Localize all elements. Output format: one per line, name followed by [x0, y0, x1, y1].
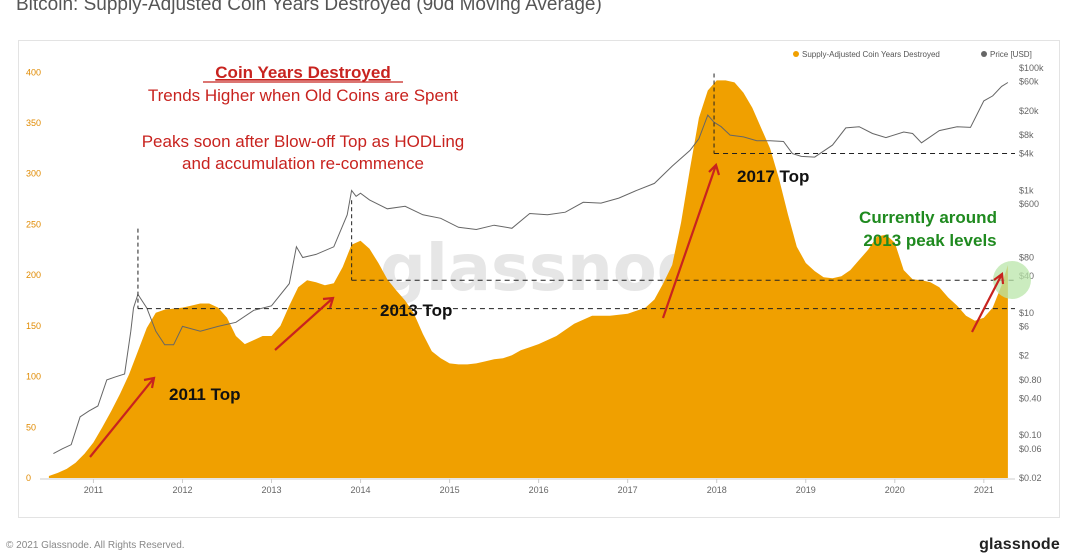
annotation-green-line2: 2013 peak levels	[863, 231, 996, 250]
y-left-tick-label: 0	[26, 473, 31, 483]
label-2011-top: 2011 Top	[169, 385, 241, 404]
legend-label: Price [USD]	[990, 50, 1032, 59]
y-right-tick-label: $1k	[1019, 185, 1034, 195]
y-left-tick-label: 300	[26, 169, 41, 179]
y-right-tick-label: $60k	[1019, 77, 1039, 87]
y-right-tick-label: $0.10	[1019, 430, 1042, 440]
x-tick-label: 2017	[618, 485, 638, 495]
annotation-line1: Trends Higher when Old Coins are Spent	[148, 86, 459, 105]
y-right-tick-label: $6	[1019, 321, 1029, 331]
x-tick-label: 2014	[351, 485, 371, 495]
arrow-2013	[274, 297, 334, 351]
x-tick-label: 2013	[261, 485, 281, 495]
x-tick-label: 2020	[885, 485, 905, 495]
arrow-2021-head	[993, 271, 1005, 285]
y-right-tick-label: $2	[1019, 351, 1029, 361]
cyd-area-layer	[48, 80, 1008, 479]
y-right-tick-label: $0.80	[1019, 375, 1042, 385]
annotation-line3: and accumulation re-commence	[182, 154, 424, 173]
y-right-tick-label: $0.02	[1019, 473, 1042, 483]
copyright: © 2021 Glassnode. All Rights Reserved.	[6, 540, 185, 551]
x-tick-label: 2012	[172, 485, 192, 495]
y-left-tick-label: 400	[26, 67, 41, 77]
annotation-green-line1: Currently around	[859, 208, 997, 227]
x-tick-label: 2018	[707, 485, 727, 495]
y-right-tick-label: $4k	[1019, 149, 1034, 159]
y-left-tick-label: 100	[26, 372, 41, 382]
y-left-tick-label: 250	[26, 219, 41, 229]
x-tick-label: 2011	[84, 485, 103, 495]
annotation-line2: Peaks soon after Blow-off Top as HODLing	[142, 132, 465, 151]
x-tick-label: 2016	[529, 485, 549, 495]
label-2017-top: 2017 Top	[737, 167, 809, 186]
arrows	[89, 162, 1005, 458]
y-left-tick-label: 150	[26, 321, 41, 331]
legend-marker	[793, 51, 799, 57]
chart-frame	[18, 40, 1060, 518]
y-right-tick-label: $100k	[1019, 63, 1044, 73]
y-left-tick-label: 200	[26, 270, 41, 280]
y-right-tick-label: $600	[1019, 199, 1039, 209]
y-right-tick-label: $0.06	[1019, 444, 1042, 454]
arrow-2011-head	[143, 376, 156, 389]
y-left-tick-label: 50	[26, 422, 36, 432]
y-right-tick-label: $20k	[1019, 106, 1039, 116]
price-line	[53, 82, 1009, 455]
label-2013-top: 2013 Top	[380, 301, 452, 320]
y-right-tick-label: $80	[1019, 253, 1034, 263]
y-left-tick-label: 350	[26, 118, 41, 128]
x-tick-label: 2021	[974, 485, 994, 495]
price-line-layer	[53, 82, 1009, 455]
annotation-heading: Coin Years Destroyed	[215, 63, 390, 82]
arrow-2011	[89, 377, 155, 458]
legend-label: Supply-Adjusted Coin Years Destroyed	[802, 50, 940, 59]
arrow-2021	[971, 273, 1003, 333]
arrow-2017	[661, 164, 718, 319]
cyd-area	[48, 80, 1008, 479]
green-glow	[993, 261, 1031, 299]
x-tick-label: 2019	[796, 485, 816, 495]
reference-lines	[137, 73, 1015, 310]
y-right-tick-label: $10	[1019, 308, 1034, 318]
page-title: Bitcoin: Supply-Adjusted Coin Years Dest…	[16, 0, 602, 15]
arrow-2013-head	[322, 296, 335, 309]
x-tick-label: 2015	[440, 485, 460, 495]
legend-marker	[981, 51, 987, 57]
arrow-2017-head	[708, 162, 721, 176]
axes: 2011 2012 2013 2014 2015 2016 2017 2018 2019 2020…	[26, 63, 1044, 495]
brand-logo: glassnode	[979, 536, 1060, 553]
green-highlight	[993, 261, 1031, 299]
y-right-tick-label: $8k	[1019, 130, 1034, 140]
legend: Supply-Adjusted Coin Years Destroyed Pric…	[793, 50, 1032, 59]
y-right-tick-label: $0.40	[1019, 393, 1042, 403]
